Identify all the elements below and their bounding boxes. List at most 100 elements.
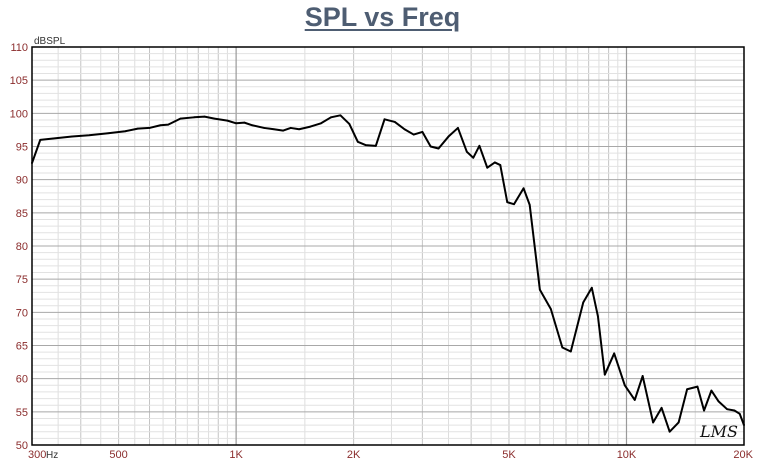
data-point [39, 138, 42, 141]
data-point [486, 166, 489, 169]
data-point [660, 406, 663, 409]
data-point [374, 144, 377, 147]
data-point [499, 164, 502, 166]
y-tick-label: 90 [16, 175, 28, 187]
y-tick-label: 50 [16, 440, 28, 452]
data-point [668, 430, 671, 433]
data-point [603, 373, 606, 376]
data-point [31, 162, 33, 164]
x-tick-label: 2K [347, 449, 361, 461]
y-tick-label: 70 [16, 307, 28, 319]
data-point [738, 412, 741, 415]
data-point [703, 409, 705, 412]
data-point [273, 128, 275, 131]
data-point [364, 144, 367, 147]
y-tick-label: 80 [16, 241, 28, 253]
y-axis-ticks: 50 55 60 65 70 75 80 85 90 95 100 105 110 [10, 42, 28, 452]
data-point [472, 156, 475, 159]
data-point [686, 388, 689, 391]
data-point [203, 115, 206, 118]
data-point [339, 114, 342, 117]
y-tick-label: 65 [16, 341, 28, 353]
y-tick-label: 100 [10, 108, 28, 120]
data-point [88, 134, 90, 137]
data-point [235, 122, 238, 125]
data-point [597, 315, 599, 318]
data-point [167, 123, 170, 126]
data-point [437, 147, 440, 150]
data-point [289, 127, 292, 129]
grid-major [32, 47, 744, 445]
data-point [457, 127, 459, 129]
data-point [710, 389, 713, 392]
data-point [733, 409, 736, 412]
data-point [282, 129, 285, 132]
y-tick-label: 55 [16, 407, 28, 419]
lms-watermark: LMS [699, 422, 738, 441]
chart-title: SPL vs Freq [304, 2, 461, 32]
y-tick-label: 85 [16, 208, 28, 220]
data-point [743, 424, 745, 426]
data-point [213, 117, 216, 120]
data-point [52, 137, 55, 140]
data-point [513, 203, 515, 206]
data-point [717, 400, 720, 403]
data-point [179, 117, 182, 120]
data-point [320, 122, 322, 125]
x-tick-label: 300 [28, 449, 46, 461]
data-point [412, 133, 415, 136]
y-tick-label: 75 [16, 274, 28, 286]
data-point [330, 116, 332, 119]
data-point [136, 127, 139, 130]
data-point [403, 128, 406, 131]
x-tick-label: 10K [617, 449, 637, 461]
data-point [528, 203, 531, 206]
data-point [348, 123, 351, 125]
data-point [677, 421, 680, 424]
data-point [383, 118, 386, 121]
data-point [356, 140, 359, 143]
data-point [309, 125, 312, 128]
spl-series-line [31, 114, 745, 433]
y-tick-label: 95 [16, 142, 28, 154]
data-point [726, 408, 728, 411]
data-point [582, 301, 585, 304]
data-point [263, 127, 266, 129]
data-point [549, 308, 552, 310]
data-point [298, 128, 301, 131]
y-tick-label: 105 [10, 75, 28, 87]
data-point [226, 119, 229, 122]
data-point [243, 121, 246, 124]
data-point [193, 116, 195, 119]
data-point [493, 161, 496, 164]
data-point [522, 187, 525, 190]
data-point [148, 127, 151, 129]
x-tick-label: 5K [502, 449, 516, 461]
x-tick-label: 500 [109, 449, 127, 461]
data-point [251, 124, 254, 127]
data-point [623, 384, 626, 387]
x-axis-ticks: 300 500 1K 2K 5K 10K 20K [28, 449, 754, 461]
data-point [613, 352, 616, 355]
data-point [641, 375, 644, 377]
plot-frame [31, 46, 745, 446]
data-point [124, 130, 127, 133]
data-point [107, 132, 110, 135]
y-tick-label: 60 [16, 374, 28, 386]
x-tick-label: 20K [733, 449, 753, 461]
data-point [71, 135, 73, 138]
data-point [159, 124, 162, 127]
data-point [421, 131, 424, 133]
data-point [633, 398, 636, 401]
data-point [465, 150, 468, 153]
data-point [506, 201, 509, 204]
x-axis-unit: Hz [46, 450, 58, 461]
y-tick-label: 110 [10, 42, 28, 54]
data-point [429, 145, 432, 148]
data-point [447, 135, 450, 138]
data-point [478, 144, 481, 147]
x-tick-label: 1K [229, 449, 243, 461]
data-point [561, 346, 564, 349]
series-points [31, 114, 745, 433]
